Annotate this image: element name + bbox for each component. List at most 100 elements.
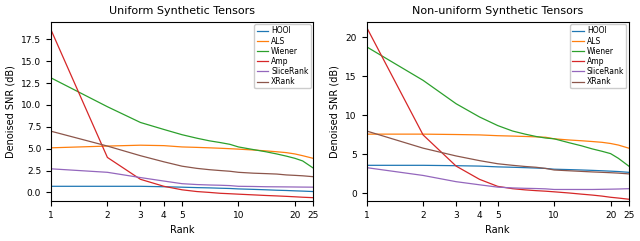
XRank bbox=[625, 173, 632, 175]
Amp bbox=[160, 185, 168, 188]
SliceRank bbox=[262, 185, 269, 188]
SliceRank bbox=[104, 171, 111, 174]
Amp bbox=[104, 156, 111, 159]
Amp bbox=[273, 194, 280, 197]
XRank bbox=[250, 172, 257, 175]
Line: Amp: Amp bbox=[367, 27, 628, 199]
HOOI bbox=[262, 188, 269, 191]
HOOI bbox=[273, 189, 280, 192]
Wiener bbox=[160, 128, 168, 131]
ALS bbox=[521, 135, 529, 138]
SliceRank bbox=[136, 176, 144, 179]
Wiener bbox=[226, 143, 234, 146]
SliceRank bbox=[452, 180, 460, 183]
SliceRank bbox=[509, 187, 516, 189]
SliceRank bbox=[299, 186, 307, 188]
Line: Amp: Amp bbox=[51, 30, 313, 198]
HOOI bbox=[565, 168, 573, 171]
Amp bbox=[509, 187, 516, 190]
Amp bbox=[282, 195, 290, 198]
Line: SliceRank: SliceRank bbox=[367, 168, 628, 189]
ALS bbox=[160, 144, 168, 147]
Amp bbox=[47, 28, 55, 31]
Amp bbox=[291, 195, 299, 198]
XRank bbox=[607, 171, 614, 174]
XRank bbox=[104, 145, 111, 147]
SliceRank bbox=[598, 188, 606, 191]
SliceRank bbox=[494, 186, 502, 188]
Wiener bbox=[205, 139, 213, 142]
ALS bbox=[309, 157, 317, 160]
XRank bbox=[262, 172, 269, 175]
Amp bbox=[565, 192, 573, 194]
Wiener bbox=[521, 133, 529, 136]
HOOI bbox=[363, 164, 371, 167]
SliceRank bbox=[532, 187, 540, 190]
Wiener bbox=[625, 165, 632, 167]
Amp bbox=[262, 194, 269, 197]
SliceRank bbox=[47, 167, 55, 170]
XRank bbox=[282, 174, 290, 176]
ALS bbox=[250, 148, 257, 151]
ALS bbox=[282, 151, 290, 154]
XRank bbox=[299, 174, 307, 177]
Legend: HOOI, ALS, Wiener, Amp, SliceRank, XRank: HOOI, ALS, Wiener, Amp, SliceRank, XRank bbox=[570, 24, 627, 88]
XRank bbox=[578, 170, 586, 173]
ALS bbox=[47, 146, 55, 149]
Wiener bbox=[309, 167, 317, 169]
Legend: HOOI, ALS, Wiener, Amp, SliceRank, XRank: HOOI, ALS, Wiener, Amp, SliceRank, XRank bbox=[254, 24, 311, 88]
HOOI bbox=[614, 170, 622, 173]
XRank bbox=[193, 167, 201, 170]
HOOI bbox=[452, 164, 460, 167]
Wiener bbox=[509, 130, 516, 133]
Wiener bbox=[598, 150, 606, 153]
XRank bbox=[598, 171, 606, 174]
Title: Uniform Synthetic Tensors: Uniform Synthetic Tensors bbox=[109, 6, 255, 16]
Line: HOOI: HOOI bbox=[367, 165, 628, 172]
Wiener bbox=[104, 105, 111, 108]
Wiener bbox=[299, 160, 307, 162]
Wiener bbox=[419, 79, 427, 82]
Wiener bbox=[363, 45, 371, 48]
Amp bbox=[250, 194, 257, 196]
ALS bbox=[532, 135, 540, 138]
ALS bbox=[419, 133, 427, 136]
HOOI bbox=[541, 167, 549, 170]
XRank bbox=[309, 175, 317, 178]
XRank bbox=[419, 147, 427, 150]
Wiener bbox=[476, 115, 483, 118]
Wiener bbox=[532, 135, 540, 138]
Amp bbox=[476, 178, 483, 181]
Amp bbox=[309, 196, 317, 199]
Amp bbox=[363, 26, 371, 29]
SliceRank bbox=[614, 187, 622, 190]
SliceRank bbox=[363, 166, 371, 169]
Line: HOOI: HOOI bbox=[51, 186, 313, 192]
SliceRank bbox=[282, 186, 290, 188]
HOOI bbox=[193, 186, 201, 189]
Wiener bbox=[178, 133, 186, 136]
ALS bbox=[235, 148, 243, 151]
Wiener bbox=[193, 137, 201, 140]
Wiener bbox=[47, 76, 55, 79]
HOOI bbox=[598, 169, 606, 172]
HOOI bbox=[205, 187, 213, 189]
HOOI bbox=[509, 166, 516, 169]
HOOI bbox=[250, 188, 257, 191]
HOOI bbox=[47, 185, 55, 188]
Amp bbox=[589, 194, 596, 196]
ALS bbox=[550, 137, 558, 140]
ALS bbox=[625, 147, 632, 150]
HOOI bbox=[216, 187, 224, 190]
Line: Wiener: Wiener bbox=[367, 47, 628, 166]
XRank bbox=[47, 130, 55, 133]
XRank bbox=[589, 170, 596, 173]
HOOI bbox=[494, 165, 502, 168]
HOOI bbox=[291, 189, 299, 192]
HOOI bbox=[226, 187, 234, 190]
Amp bbox=[598, 195, 606, 198]
Wiener bbox=[565, 141, 573, 144]
XRank bbox=[565, 169, 573, 172]
XRank bbox=[476, 159, 483, 162]
Wiener bbox=[589, 147, 596, 150]
